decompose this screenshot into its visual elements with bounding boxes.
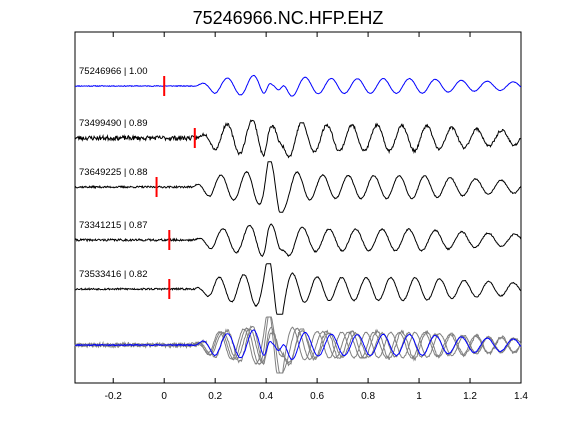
trace-73499490 bbox=[74, 119, 522, 159]
trace-label: 73649225 | 0.88 bbox=[79, 167, 148, 178]
x-tick-label: 1 bbox=[416, 391, 422, 402]
x-tick-label: 0.2 bbox=[208, 391, 222, 402]
chart-title: 75246966.NC.HFP.EHZ bbox=[193, 8, 384, 28]
x-tick-label: -0.2 bbox=[105, 391, 123, 402]
trace-75246966 bbox=[74, 74, 522, 97]
x-axis: -0.2 0 0.2 0.4 0.6 0.8 1 1.2 1.4 bbox=[105, 32, 528, 402]
trace-label: 73341215 | 0.87 bbox=[79, 220, 148, 231]
x-tick-label: 0.4 bbox=[259, 391, 273, 402]
overlay-trace-75246966 bbox=[74, 329, 522, 360]
trace-label: 73533416 | 0.82 bbox=[79, 269, 148, 280]
trace-73341215 bbox=[74, 223, 522, 258]
trace-label: 73499490 | 0.89 bbox=[79, 118, 148, 129]
plot-frame bbox=[74, 31, 522, 384]
x-tick-label: 1.4 bbox=[514, 391, 528, 402]
x-tick-label: 0.8 bbox=[361, 391, 375, 402]
trace-labels: 75246966 | 1.00 73499490 | 0.89 73649225 |… bbox=[79, 66, 148, 280]
x-tick-label: 0.6 bbox=[310, 391, 324, 402]
x-tick-label: 1.2 bbox=[463, 391, 477, 402]
traces-layer bbox=[74, 74, 522, 315]
x-tick-label: 0 bbox=[161, 391, 167, 402]
overlay-stack bbox=[74, 316, 522, 374]
trace-73533416 bbox=[74, 263, 522, 315]
trace-label: 75246966 | 1.00 bbox=[79, 66, 148, 77]
trace-73649225 bbox=[74, 161, 522, 213]
pick-markers bbox=[155, 76, 196, 299]
